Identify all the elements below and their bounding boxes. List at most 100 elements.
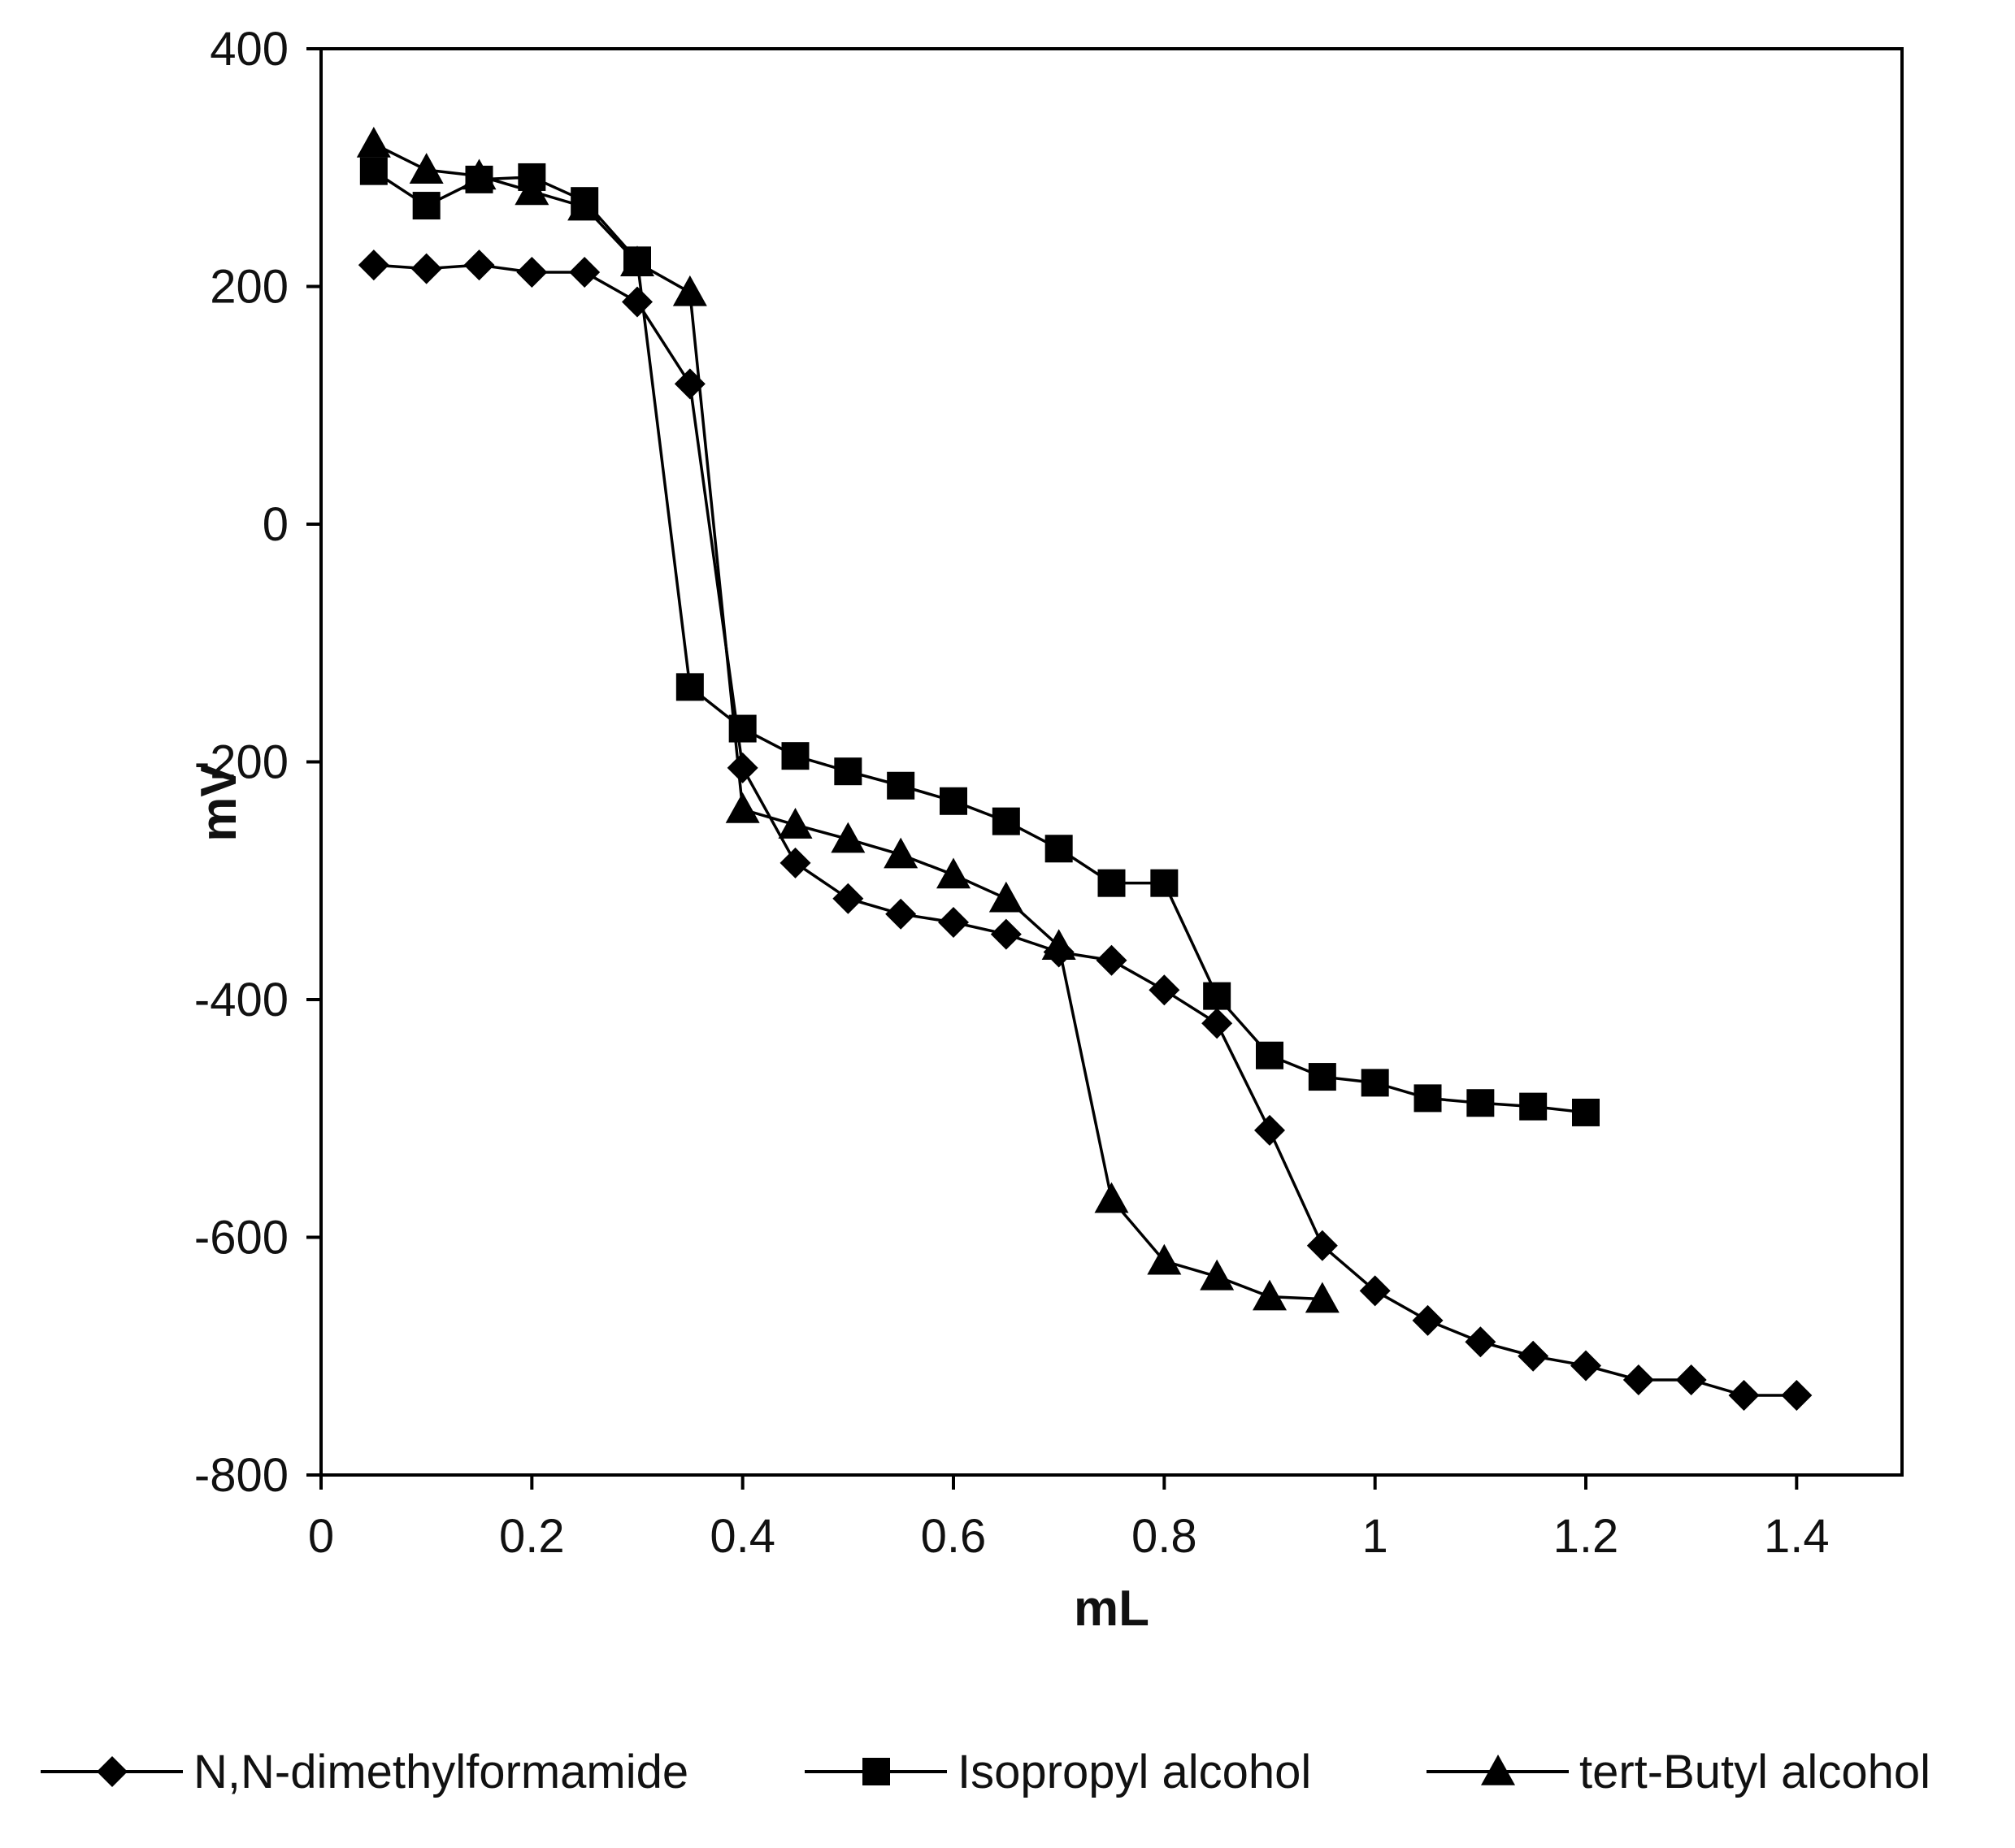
series-line xyxy=(373,263,1797,1397)
data-point xyxy=(1414,1084,1442,1113)
data-point xyxy=(725,792,760,823)
data-point xyxy=(569,256,601,288)
x-tick-label: 0.6 xyxy=(921,1510,987,1563)
data-point xyxy=(515,174,549,206)
data-point xyxy=(831,822,866,853)
data-point xyxy=(1044,835,1073,863)
data-point xyxy=(462,158,497,190)
series-diamond xyxy=(358,249,1813,1412)
data-point xyxy=(1306,1230,1338,1261)
series-line xyxy=(373,142,1322,1301)
y-tick-label: 200 xyxy=(210,261,289,314)
x-tick-label: 0.8 xyxy=(1131,1510,1197,1563)
data-point xyxy=(832,883,864,914)
data-point xyxy=(358,249,389,281)
data-point xyxy=(990,918,1022,950)
legend-marker xyxy=(1481,1755,1515,1785)
data-point xyxy=(1203,982,1231,1010)
data-point xyxy=(1518,1340,1549,1372)
x-axis-title: mL xyxy=(1074,1581,1149,1637)
data-point xyxy=(884,837,918,869)
data-point xyxy=(1094,1182,1129,1213)
data-point xyxy=(1572,1098,1600,1126)
data-point xyxy=(410,253,442,284)
y-axis-title: mV xyxy=(191,763,247,841)
data-point xyxy=(1622,1364,1654,1395)
plot-area xyxy=(319,47,1904,1477)
data-point xyxy=(1412,1304,1444,1336)
data-point xyxy=(620,245,654,277)
data-point xyxy=(1041,929,1076,960)
data-point xyxy=(1256,1041,1283,1069)
data-point xyxy=(1466,1089,1495,1117)
x-tick-label: 0.4 xyxy=(710,1510,775,1563)
legend-item: Isopropyl alcohol xyxy=(805,1746,1311,1798)
series-square xyxy=(359,157,1600,1126)
x-tick-label: 0.2 xyxy=(499,1510,565,1563)
data-point xyxy=(1675,1364,1707,1395)
data-point xyxy=(1361,1069,1389,1097)
data-point xyxy=(567,189,602,221)
data-point xyxy=(1254,1114,1285,1146)
data-point xyxy=(1201,1008,1233,1039)
data-point xyxy=(1096,944,1127,976)
x-tick-label: 1.4 xyxy=(1764,1510,1830,1563)
data-point xyxy=(727,752,758,783)
y-tick-label: -400 xyxy=(194,974,289,1026)
legend-item: tert-Butyl alcohol xyxy=(1427,1746,1930,1798)
y-tick-label: 0 xyxy=(263,498,289,551)
x-axis: 0 0.2 0.4 0.6 0.8 1 1.2 1.4 xyxy=(308,1475,1830,1563)
data-point xyxy=(940,787,967,815)
data-point xyxy=(781,742,810,770)
plot-border xyxy=(319,47,1904,1477)
series-layer xyxy=(356,127,1813,1412)
data-point xyxy=(938,906,969,938)
data-point xyxy=(1519,1092,1548,1121)
data-point xyxy=(1200,1259,1235,1291)
data-point xyxy=(1150,869,1179,897)
data-point xyxy=(887,771,915,800)
series-line xyxy=(372,170,1587,1114)
data-point xyxy=(672,275,707,306)
legend: N,N-dimethylformamide Isopropyl alcohol te… xyxy=(41,1746,1930,1798)
x-tick-label: 1 xyxy=(1362,1510,1388,1563)
data-point xyxy=(936,857,971,889)
y-axis: 400 200 0 -200 -400 -600 -800 xyxy=(194,23,321,1502)
data-point xyxy=(359,157,388,185)
data-point xyxy=(1149,974,1180,1006)
data-point xyxy=(356,127,391,158)
data-point xyxy=(1570,1350,1601,1382)
data-point xyxy=(1308,1063,1336,1091)
legend-label: Isopropyl alcohol xyxy=(958,1746,1311,1798)
data-point xyxy=(1147,1243,1182,1275)
x-tick-label: 1.2 xyxy=(1553,1510,1619,1563)
data-point xyxy=(1359,1275,1391,1307)
data-point xyxy=(988,881,1023,913)
data-point xyxy=(516,256,548,288)
legend-marker xyxy=(862,1758,890,1785)
y-tick-label: -800 xyxy=(194,1449,289,1502)
data-point xyxy=(1781,1380,1813,1412)
data-point xyxy=(1728,1380,1760,1412)
data-point xyxy=(412,192,441,220)
data-point xyxy=(834,757,862,786)
data-point xyxy=(780,847,811,878)
y-tick-label: -200 xyxy=(194,736,289,789)
data-point xyxy=(778,808,813,839)
x-tick-label: 0 xyxy=(308,1510,334,1563)
data-point xyxy=(992,807,1020,835)
data-point xyxy=(1305,1282,1340,1313)
data-point xyxy=(1097,869,1126,897)
y-tick-label: 400 xyxy=(210,23,289,76)
legend-label: N,N-dimethylformamide xyxy=(193,1746,688,1798)
legend-label: tert-Butyl alcohol xyxy=(1579,1746,1930,1798)
data-point xyxy=(622,286,653,318)
data-point xyxy=(885,898,917,930)
data-point xyxy=(1253,1279,1287,1311)
data-point xyxy=(409,153,444,184)
data-point xyxy=(675,673,704,701)
data-point xyxy=(463,249,495,281)
series-triangle xyxy=(356,127,1340,1313)
legend-marker xyxy=(97,1756,128,1787)
